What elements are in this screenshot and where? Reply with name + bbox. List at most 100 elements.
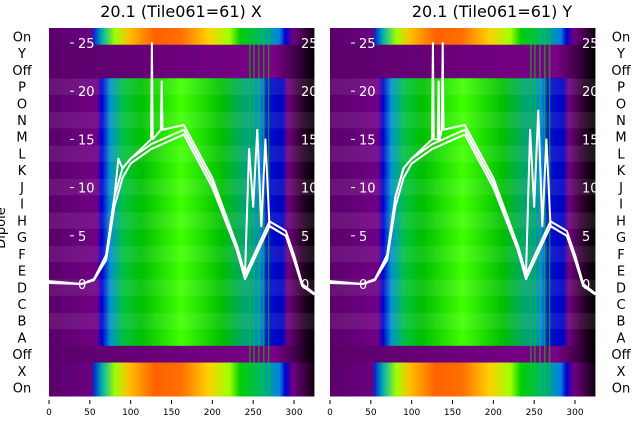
row-label: O [616,97,626,112]
row-label: I [20,198,24,213]
heatmap-row [49,195,315,213]
row-label: D [616,281,626,296]
line-series-s3 [329,133,597,296]
x-tick-label: 100 [122,408,139,418]
row-label: Off [611,64,631,79]
line-series-s2 [329,128,597,295]
streak [258,28,260,396]
y-tick-label-right: 15 [582,133,599,148]
heatmap-row [330,111,596,129]
heatmap-row [330,278,596,297]
x-tick-label: 150 [444,408,461,418]
row-label: O [17,97,27,112]
row-label: Off [611,348,631,363]
y-tick-label: 0 [359,278,367,293]
row-label: F [617,248,624,263]
y-tick-label: 15 [359,133,376,148]
row-label: B [18,315,27,330]
panel-y: 20.1 (Tile061=61) Y On Y Off PONMLKJIHGFEDCB… [327,2,631,418]
row-label: P [18,81,26,96]
y-tick-label-right: 15 [301,133,318,148]
x-tick-label: 100 [403,408,420,418]
chart-title: 20.1 (Tile061=61) Y [412,2,573,21]
heatmap-row [330,245,596,263]
row-label: L [18,147,26,162]
heatmap-row [49,28,315,46]
x-tick-label: 300 [285,408,302,418]
heatmap-row [49,94,315,113]
heatmap-row [49,61,315,79]
heatmap-row [330,44,596,62]
row-label: X [617,365,626,380]
x-tick-label: 250 [245,408,262,418]
y-tick-label: 10 [359,182,376,197]
row-label: On [13,30,31,45]
y-tick-label-right: 5 [301,230,309,245]
row-label: On [612,30,630,45]
streak [534,28,536,396]
heatmap-row [49,379,315,397]
row-label: B [617,315,626,330]
streak [262,28,265,396]
heatmap-row [330,195,596,213]
row-label: N [616,114,626,129]
row-label: J [618,181,623,196]
y-tick-label-right: 20 [301,85,318,100]
heatmap-row [49,312,315,330]
streak [253,28,255,396]
panel-x: 20.1 (Tile061=61) X On Y Off PONMLKJIHGFEDCB… [12,2,317,418]
heatmap-row [49,78,315,96]
y-tick-label: 10 [78,182,95,197]
heatmap-row [330,228,596,246]
x-tick-label: 150 [163,408,180,418]
x-tick-label: 0 [46,408,52,418]
heatmap-row [49,228,315,246]
heatmap-row [330,295,596,313]
streak [543,28,546,396]
row-label: X [18,365,27,380]
heatmap-row [330,345,596,364]
heatmap-row [49,295,315,313]
heatmap-row [330,212,596,230]
row-label: K [18,164,27,179]
heatmap-row [330,61,596,79]
y-tick-label-right: 25 [582,37,599,52]
heatmap-row [49,362,315,380]
row-label: C [616,298,625,313]
row-label: Y [17,47,26,62]
row-label: K [617,164,626,179]
row-label: H [17,214,27,229]
heatmap-row [330,379,596,397]
y-tick-label-right: 25 [301,37,318,52]
y-tick-label: 20 [359,85,376,100]
x-tick-label: 200 [485,408,502,418]
row-label: E [617,265,625,280]
row-label: J [19,181,24,196]
row-label: M [16,131,27,146]
y-tick-label-right: 10 [582,182,599,197]
y-tick-label-right: 20 [582,85,599,100]
row-label: I [619,198,623,213]
row-label: P [617,81,625,96]
row-label: A [617,331,626,346]
streak [530,28,532,396]
line-series-s3 [48,133,316,296]
row-label: E [18,265,26,280]
row-label: On [13,382,31,397]
heatmap-row [49,345,315,364]
heatmap-row [49,329,315,347]
y-tick-label: 5 [78,230,86,245]
heatmap-row [330,94,596,113]
heatmap-row [49,245,315,263]
y-tick-label: 5 [359,230,367,245]
heatmap-row [49,212,315,230]
row-label: H [616,214,626,229]
x-tick-label: 300 [566,408,583,418]
x-tick-label: 0 [327,408,333,418]
y-tick-label-right: 10 [301,182,318,197]
heatmap-row [49,44,315,62]
row-label: G [616,231,626,246]
row-label: A [18,331,27,346]
heatmap-row [49,262,315,280]
heatmap-row [330,329,596,347]
